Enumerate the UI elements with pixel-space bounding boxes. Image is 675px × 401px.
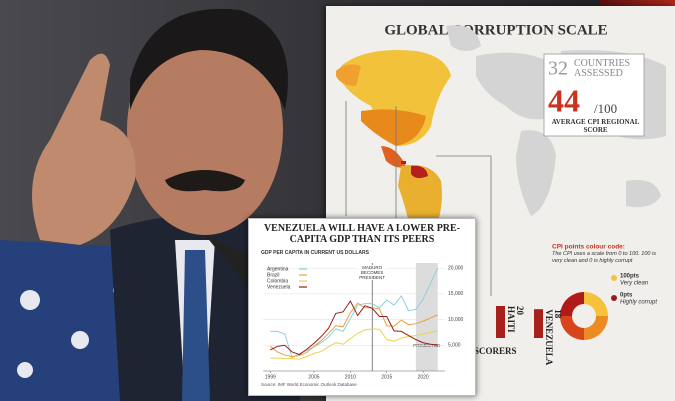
legend-label: Venezuela [267, 284, 291, 290]
colour-code-text: The CPI uses a scale from 0 to 100. 100 … [552, 251, 656, 264]
x-tick-label: 1999 [265, 374, 276, 380]
scale-low: 0pts [620, 293, 633, 299]
score-bar [496, 306, 505, 338]
projected-region [415, 263, 438, 371]
annotation: MADURO BECOMES PRESIDENT [357, 265, 388, 280]
score-label: VENEZUELA 18 [544, 309, 563, 366]
scale-high-label: Very clean [620, 281, 649, 287]
chart-source: Source: IMF World Economic Outlook Datab… [261, 382, 357, 387]
country-name: VENEZUELA [544, 309, 554, 366]
y-tick-label: 5,000 [448, 343, 461, 349]
x-tick-label: 2005 [308, 374, 319, 380]
score-label: HAITI 20 [506, 306, 525, 333]
map-panel: GLOBAL CORRUPTION SCALE 32 COUNTRIES ASS… [326, 6, 675, 401]
colour-scale-donut [560, 292, 608, 340]
scale-high: 100pts [620, 274, 640, 280]
average-label: AVERAGE CPI REGIONAL SCORE [551, 118, 640, 134]
chart-title: VENEZUELA WILL HAVE A LOWER PRE-CAPITA G… [263, 223, 461, 245]
scale-low-label: Highly corrupt [620, 300, 657, 306]
legend-label: Colombia [267, 278, 288, 284]
x-tick-label: 2020 [418, 374, 429, 380]
y-tick-label: 15,000 [448, 291, 464, 297]
projected-label: PROJECTED [413, 343, 441, 348]
map-graphic: GLOBAL CORRUPTION SCALE 32 COUNTRIES ASS… [336, 22, 666, 366]
countries-count: 32 [548, 58, 568, 80]
y-tick-label: 20,000 [448, 265, 464, 271]
country-name: HAITI [506, 306, 516, 333]
chart-panel: VENEZUELA WILL HAVE A LOWER PRE-CAPITA G… [248, 218, 476, 396]
country-score: 20 [515, 306, 525, 316]
x-tick-label: 2010 [345, 374, 356, 380]
countries-label: COUNTRIES ASSESSED [574, 59, 631, 79]
lowest-scorers: HAITI 20 VENEZUELA 18 [496, 306, 563, 366]
average-score: 44 [548, 82, 580, 118]
colour-code-title: CPI points colour code: [552, 244, 625, 251]
series-line [270, 300, 438, 356]
map-title: GLOBAL CORRUPTION SCALE [384, 22, 607, 38]
x-tick-label: 2015 [381, 374, 392, 380]
line-chart: PROJECTED 5,000 10,000 15,000 20,000 1999 2005… [263, 263, 464, 380]
y-tick-label: 10,000 [448, 317, 464, 323]
lowest-heading: SCORERS [474, 346, 517, 356]
average-scale: /100 [594, 101, 617, 116]
chart-subtitle: GDP PER CAPITA IN CURRENT US DOLLARS [261, 250, 369, 256]
country-score: 18 [553, 309, 563, 319]
score-bar [534, 309, 543, 338]
legend-label: Argentina [267, 266, 289, 272]
legend-label: Brazil [267, 272, 280, 278]
